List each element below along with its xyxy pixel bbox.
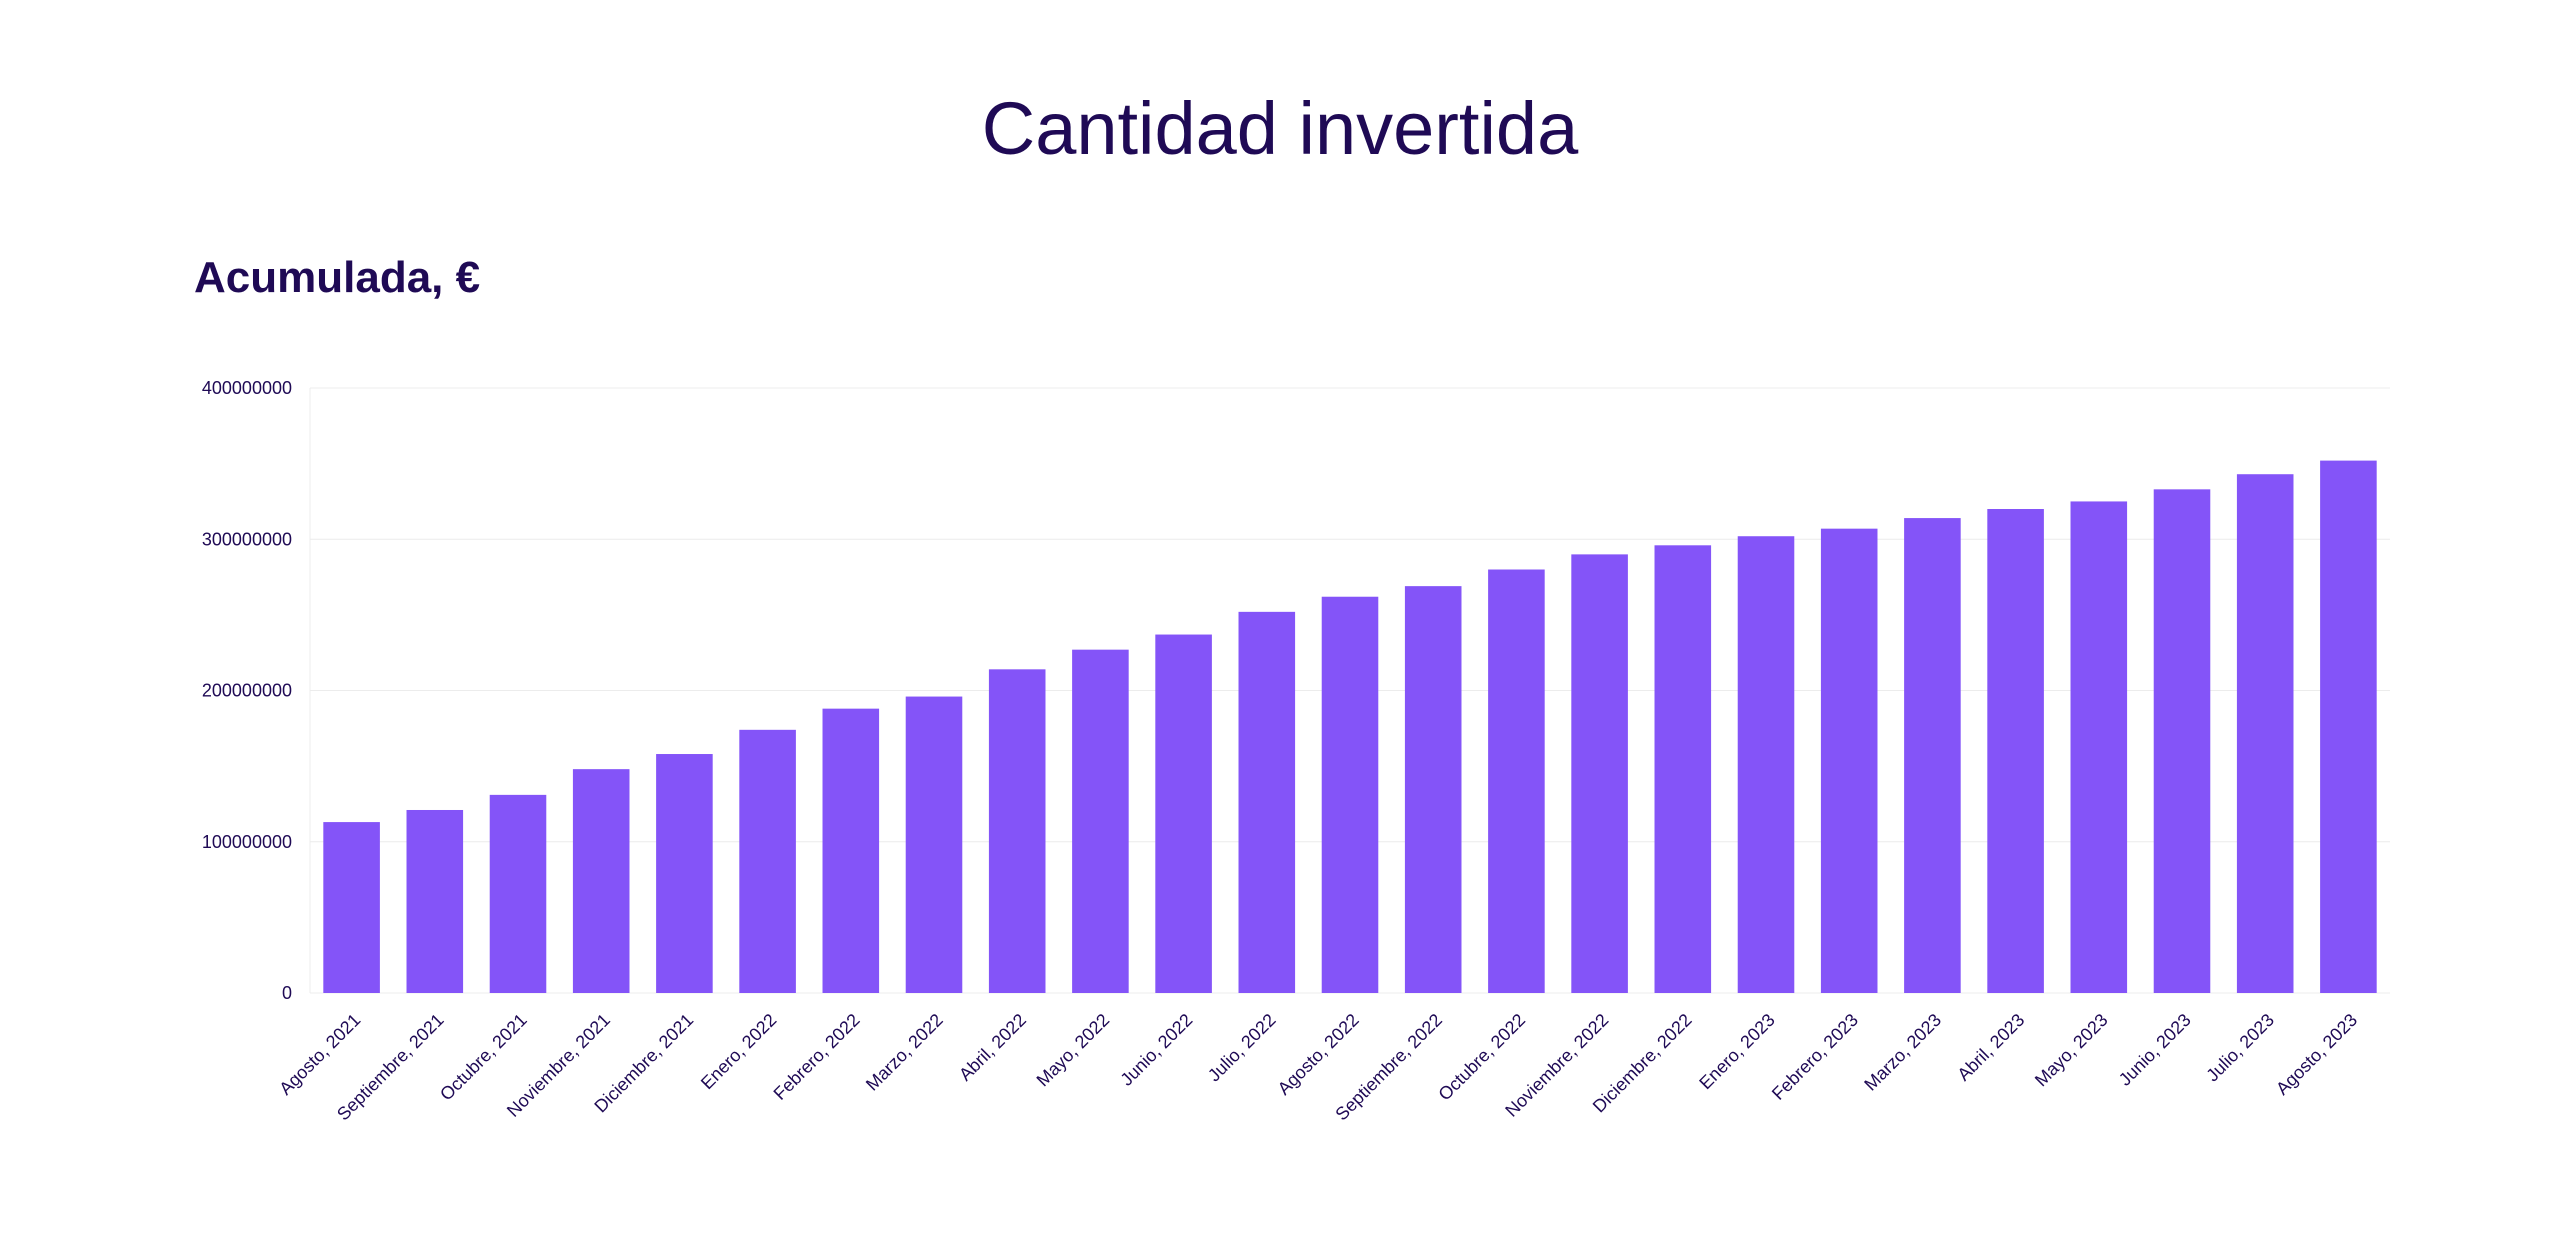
x-tick-label: Mayo, 2023 [2031, 1010, 2112, 1091]
x-tick-label: Enero, 2022 [697, 1010, 780, 1093]
y-tick-label: 300000000 [202, 529, 292, 549]
y-tick-label: 200000000 [202, 681, 292, 701]
bar [1987, 509, 2044, 993]
bar [1321, 596, 1379, 993]
y-tick-label: 0 [282, 983, 292, 1003]
bar [988, 669, 1046, 993]
bar [1654, 545, 1712, 993]
x-tick-label: Junio, 2022 [1116, 1010, 1196, 1090]
bar [1155, 634, 1212, 993]
y-axis: 0 100000000 200000000 300000000 400000000 [202, 378, 292, 1003]
x-tick-label: Octubre, 2021 [436, 1010, 531, 1105]
x-tick-label: Agosto, 2023 [2272, 1010, 2361, 1099]
bar [2153, 489, 2211, 993]
bar [572, 769, 630, 993]
x-tick-label: Julio, 2022 [1204, 1010, 1280, 1086]
x-tick-label: Julio, 2023 [2202, 1010, 2278, 1086]
x-tick-label: Abril, 2022 [955, 1010, 1030, 1085]
page-title: Cantidad invertida [981, 87, 1579, 170]
bar [1904, 518, 1961, 993]
bar [905, 696, 963, 993]
y-tick-label: 100000000 [202, 832, 292, 852]
x-tick-label: Mayo, 2022 [1033, 1010, 1114, 1091]
y-tick-label: 400000000 [202, 378, 292, 398]
chart-subtitle: Acumulada, € [194, 253, 481, 302]
bar [1737, 536, 1795, 993]
bar [1488, 569, 1545, 993]
x-tick-label: Octubre, 2022 [1434, 1010, 1529, 1105]
bar [323, 822, 380, 993]
x-tick-label: Marzo, 2022 [862, 1010, 947, 1095]
bar [822, 708, 880, 993]
x-tick-label: Agosto, 2022 [1274, 1010, 1363, 1099]
bar [1072, 649, 1129, 993]
bar [656, 754, 713, 993]
bar [489, 794, 547, 993]
bar [2070, 501, 2128, 993]
x-tick-label: Enero, 2023 [1695, 1010, 1778, 1093]
bar [406, 809, 464, 993]
bar [1404, 586, 1462, 993]
bar [1238, 611, 1296, 993]
x-tick-label: Marzo, 2023 [1860, 1010, 1945, 1095]
x-tick-label: Febrero, 2023 [1768, 1010, 1862, 1104]
bar [739, 729, 796, 993]
x-tick-label: Febrero, 2022 [770, 1010, 864, 1104]
bar [1571, 554, 1628, 993]
x-tick-label: Abril, 2023 [1953, 1010, 2028, 1085]
bars [323, 460, 2377, 994]
x-tick-label: Agosto, 2021 [275, 1010, 364, 1099]
x-tick-label: Junio, 2023 [2115, 1010, 2195, 1090]
bar [1820, 528, 1878, 993]
bar [2320, 460, 2377, 994]
bar [2236, 474, 2294, 993]
